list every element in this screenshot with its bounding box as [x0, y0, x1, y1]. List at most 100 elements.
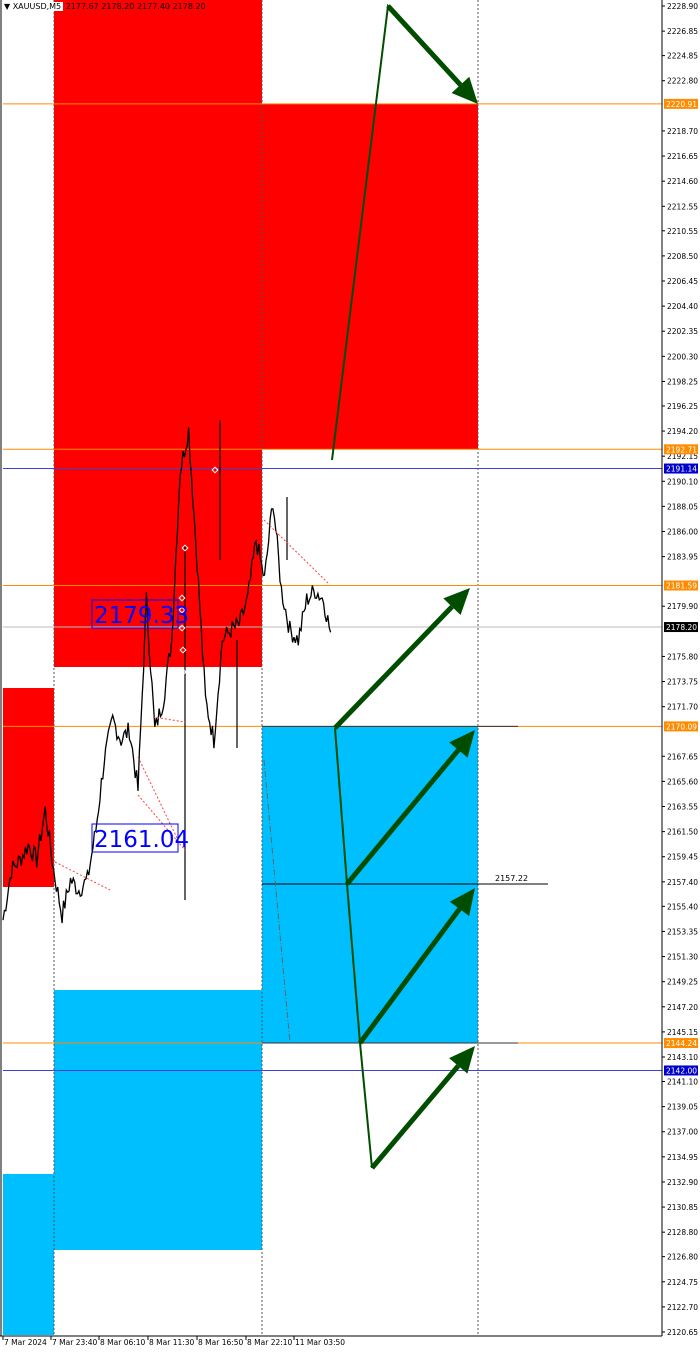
time-tick-label: 7 Mar 2024 — [4, 1338, 47, 1347]
chart-header: ▼ XAUUSD,M5 2177.67 2178.20 2177.40 2178… — [2, 2, 206, 11]
price-tick-label: 2186.00 — [667, 528, 698, 537]
symbol-label: XAUUSD,M5 — [12, 2, 62, 11]
price-tick-label: 2210.55 — [667, 227, 698, 236]
zigzag-line — [263, 519, 329, 584]
price-tick-label: 2206.45 — [667, 277, 698, 286]
price-tick-label: 2139.05 — [667, 1103, 698, 1112]
supply-zone — [54, 0, 262, 667]
price-tick-label: 2132.90 — [667, 1178, 698, 1187]
triangle-down-icon: ▼ — [4, 2, 11, 11]
price-level-tag — [664, 1065, 698, 1076]
forecast-arrowhead — [449, 888, 475, 917]
price-tick-label: 2198.25 — [667, 377, 698, 386]
forecast-arrow-shaft — [386, 4, 463, 87]
ohlc-readout: 2177.67 2178.20 2177.40 2178.20 — [65, 2, 206, 11]
price-level-tag-label: 2191.14 — [666, 465, 697, 474]
price-level-tag — [664, 721, 698, 732]
price-tick-label: 2141.10 — [667, 1077, 698, 1086]
price-tick-label: 2157.40 — [667, 878, 698, 887]
price-tick-label: 2128.80 — [667, 1228, 698, 1237]
price-axis — [662, 0, 700, 1352]
price-tick-label: 2228.90 — [667, 2, 698, 11]
price-level-tag-label: 2142.00 — [666, 1066, 697, 1075]
price-tick-label: 2196.25 — [667, 402, 698, 411]
demand-zone — [54, 990, 262, 1250]
price-level-tag-label: 2220.91 — [666, 100, 697, 109]
zigzag-line — [54, 861, 111, 891]
demand-zone — [262, 726, 478, 1044]
price-tick-label: 2179.90 — [667, 602, 698, 611]
time-tick-label: 11 Mar 03:50 — [295, 1338, 345, 1347]
price-level-tag — [664, 463, 698, 474]
forecast-arrowhead — [449, 1046, 475, 1074]
price-level-tag — [664, 580, 698, 591]
price-tick-label: 2155.40 — [667, 902, 698, 911]
price-level-tag — [664, 444, 698, 455]
time-tick-label: 8 Mar 22:10 — [247, 1338, 293, 1347]
price-tick-label: 2149.25 — [667, 978, 698, 987]
price-tick-label: 2216.65 — [667, 152, 698, 161]
diamond-marker — [179, 646, 187, 654]
price-annotation: 2161.04 — [94, 827, 189, 853]
price-tick-label: 2130.85 — [667, 1203, 698, 1212]
price-tick-label: 2137.00 — [667, 1128, 698, 1137]
price-level-tag — [664, 622, 698, 633]
price-annotation-box — [91, 823, 179, 853]
price-tick-label: 2190.10 — [667, 477, 698, 486]
price-tick-label: 2175.80 — [667, 652, 698, 661]
supply-zone — [3, 688, 54, 887]
price-level-tag-label: 2181.59 — [666, 582, 697, 591]
price-level-tag — [664, 98, 698, 109]
price-tick-label: 2218.70 — [667, 127, 698, 136]
time-tick-label: 8 Mar 16:50 — [198, 1338, 244, 1347]
price-tick-label: 2122.70 — [667, 1303, 698, 1312]
price-tick-label: 2120.65 — [667, 1328, 698, 1337]
time-tick-label: 7 Mar 23:40 — [52, 1338, 98, 1347]
price-tick-label: 2202.35 — [667, 327, 698, 336]
forecast-arrowhead — [451, 76, 478, 104]
price-tick-label: 2224.85 — [667, 52, 698, 61]
projection-line — [263, 759, 291, 1044]
symbol-selector[interactable]: ▼ XAUUSD,M5 — [2, 2, 64, 11]
price-level-tag-label: 2192.71 — [666, 445, 697, 454]
price-tick-label: 2192.15 — [667, 452, 698, 461]
time-tick-label: 8 Mar 11:30 — [149, 1338, 195, 1347]
price-tick-label: 2145.15 — [667, 1028, 698, 1037]
price-tick-label: 2204.40 — [667, 302, 698, 311]
price-tick-label: 2167.65 — [667, 752, 698, 761]
zigzag-line — [137, 756, 179, 841]
price-level-tag — [664, 1038, 698, 1049]
time-tick-label: 8 Mar 06:10 — [100, 1338, 146, 1347]
price-tick-label: 2163.55 — [667, 802, 698, 811]
diamond-marker — [178, 624, 186, 632]
price-tick-label: 2165.60 — [667, 777, 698, 786]
price-tick-label: 2212.55 — [667, 202, 698, 211]
price-tick-label: 2226.85 — [667, 27, 698, 36]
price-level-tag-label: 2144.24 — [666, 1039, 697, 1048]
price-annotation: 2179.33 — [94, 603, 189, 629]
diamond-marker — [179, 668, 187, 676]
price-tick-label: 2208.50 — [667, 252, 698, 261]
price-tick-label: 2143.10 — [667, 1053, 698, 1062]
forecast-arrow-shaft — [345, 748, 461, 886]
price-level-tag-label: 2170.09 — [666, 722, 697, 731]
zigzag-line — [137, 794, 186, 851]
supply-zone — [262, 103, 478, 450]
forecast-arrowhead — [443, 588, 470, 616]
price-annotation-box — [91, 599, 179, 629]
forecast-path — [334, 727, 373, 1169]
zigzag-line — [152, 716, 186, 723]
price-tick-label: 2126.80 — [667, 1253, 698, 1262]
price-tick-label: 2151.30 — [667, 953, 698, 962]
price-tick-label: 2161.50 — [667, 828, 698, 837]
price-tick-label: 2188.05 — [667, 502, 698, 511]
price-tick-label: 2147.20 — [667, 1003, 698, 1012]
forecast-arrow-shaft — [370, 1064, 461, 1170]
forecast-arrowhead — [449, 730, 475, 758]
forecast-arrow-shaft — [357, 907, 462, 1045]
price-tick-label: 2153.35 — [667, 927, 698, 936]
diamond-marker — [178, 594, 186, 602]
price-tick-label: 2124.75 — [667, 1278, 698, 1287]
diamond-marker — [178, 606, 186, 614]
